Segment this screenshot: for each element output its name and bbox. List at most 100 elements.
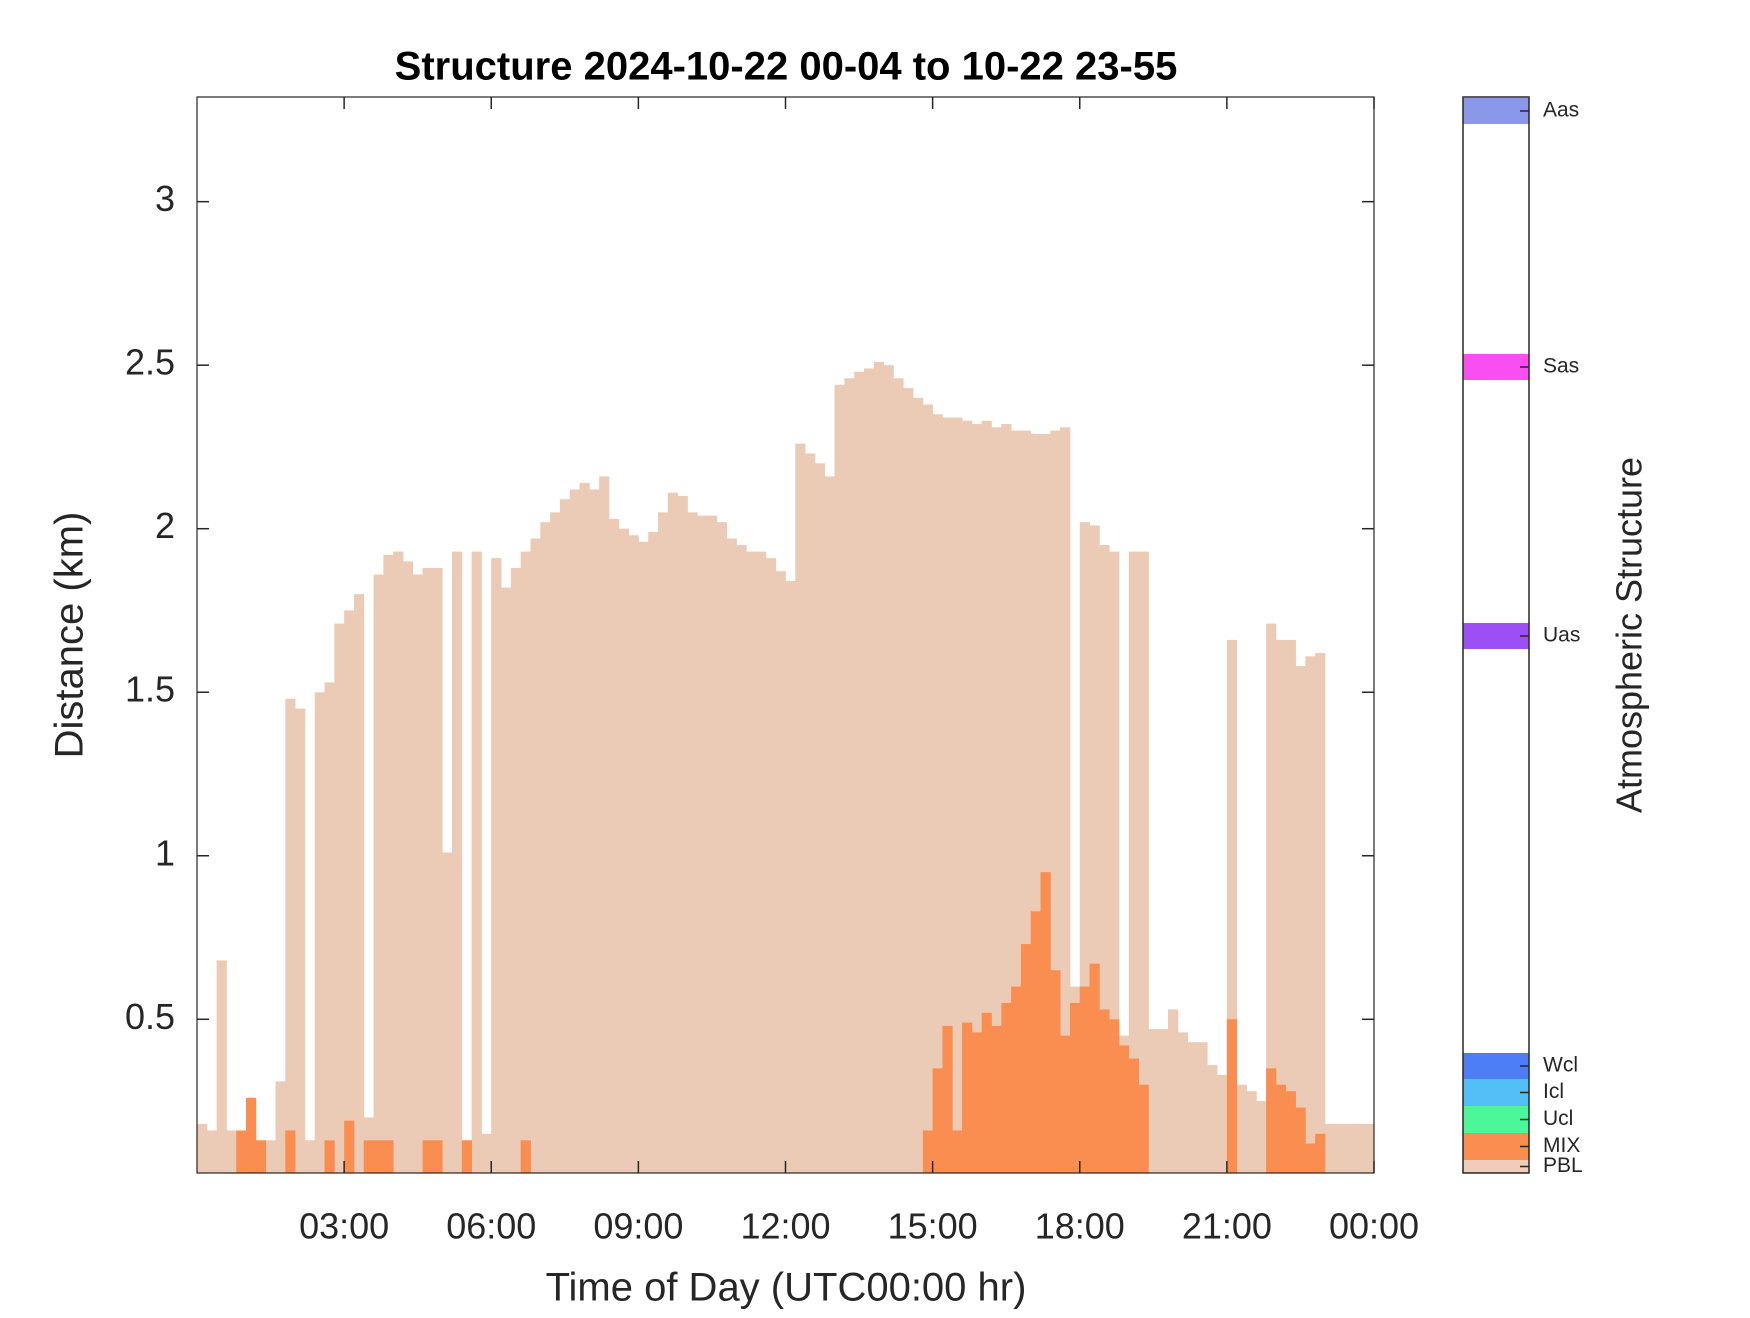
colorbar-swatch xyxy=(1463,623,1529,649)
bar xyxy=(383,554,394,1173)
x-tick-label: 03:00 xyxy=(299,1206,389,1247)
bar xyxy=(295,708,306,1173)
x-tick-label: 06:00 xyxy=(446,1206,536,1247)
bar xyxy=(1344,1123,1355,1173)
colorbar-swatch xyxy=(1463,354,1529,380)
colorbar-tick-label: MIX xyxy=(1543,1134,1580,1157)
bar xyxy=(1128,551,1139,1173)
bar xyxy=(628,535,639,1173)
bar xyxy=(432,1140,443,1173)
bar xyxy=(1099,1009,1110,1173)
bar xyxy=(608,518,620,1173)
bar xyxy=(1011,430,1022,1173)
bar xyxy=(255,1140,267,1173)
bar xyxy=(324,1140,335,1173)
bar xyxy=(324,682,335,1173)
x-tick-label: 12:00 xyxy=(740,1206,830,1247)
bar xyxy=(246,1097,257,1173)
bar xyxy=(412,574,423,1173)
bar xyxy=(1226,639,1238,1173)
bar xyxy=(716,522,728,1173)
bar xyxy=(344,610,355,1173)
bar xyxy=(1020,430,1032,1173)
bar xyxy=(383,1140,394,1173)
bar xyxy=(334,623,345,1173)
bar xyxy=(304,1140,316,1173)
bar xyxy=(1060,1035,1071,1173)
bar xyxy=(1001,424,1012,1174)
x-axis-label: Time of Day (UTC00:00 hr) xyxy=(546,1266,1027,1310)
bar xyxy=(402,561,414,1173)
bar xyxy=(1177,1032,1189,1173)
bar xyxy=(1364,1123,1375,1173)
bar xyxy=(648,531,659,1173)
bar xyxy=(461,1140,473,1173)
bar xyxy=(824,476,835,1173)
bar xyxy=(471,551,482,1173)
colorbar-swatch xyxy=(1463,1053,1529,1079)
bar xyxy=(1315,1133,1326,1173)
bar xyxy=(805,453,816,1173)
bar xyxy=(1197,1042,1208,1173)
bar xyxy=(726,538,737,1173)
bar xyxy=(844,378,855,1174)
bar xyxy=(1334,1123,1345,1173)
bar xyxy=(373,1140,384,1173)
colorbar-frame xyxy=(1462,96,1530,1174)
bar xyxy=(1089,963,1100,1173)
bar xyxy=(1285,1091,1296,1173)
y-tick-label: 1 xyxy=(155,832,175,873)
bar xyxy=(1040,433,1051,1173)
bar xyxy=(971,1032,983,1173)
bar xyxy=(814,463,826,1174)
bar xyxy=(971,424,983,1174)
bar xyxy=(1187,1042,1198,1173)
colorbar-tick-label: PBL xyxy=(1543,1154,1583,1177)
bar xyxy=(618,528,629,1173)
bar xyxy=(922,1130,934,1173)
bar xyxy=(1069,1002,1081,1173)
x-tick-label: 18:00 xyxy=(1035,1206,1125,1247)
bar xyxy=(1275,639,1287,1173)
colorbar-label: Atmospheric Structure xyxy=(1609,457,1650,813)
bar xyxy=(520,1140,531,1173)
bar xyxy=(1305,1143,1316,1173)
bar xyxy=(540,522,551,1173)
bar xyxy=(1266,623,1277,1173)
y-tick-label: 3 xyxy=(155,178,175,219)
bar xyxy=(520,551,531,1173)
bar xyxy=(1138,551,1149,1173)
x-tick-label: 15:00 xyxy=(888,1206,978,1247)
bar xyxy=(657,512,669,1173)
bar xyxy=(736,545,747,1173)
bar xyxy=(422,1140,433,1173)
colorbar-tick-label: Sas xyxy=(1543,355,1579,378)
bar xyxy=(893,378,904,1174)
bar xyxy=(1109,1019,1120,1173)
x-tick-label: 00:00 xyxy=(1329,1206,1419,1247)
bar xyxy=(363,1140,374,1173)
bar xyxy=(785,581,796,1173)
colorbar-swatch xyxy=(1463,1133,1529,1160)
bar xyxy=(922,404,934,1173)
colorbar-tick-label: Uas xyxy=(1543,624,1580,647)
bar xyxy=(942,417,953,1174)
bar xyxy=(1354,1123,1365,1173)
bar xyxy=(285,1130,296,1173)
bar xyxy=(775,571,786,1173)
bar xyxy=(1148,1029,1159,1173)
bar xyxy=(991,1025,1002,1173)
bar xyxy=(1030,433,1041,1173)
bar xyxy=(599,476,610,1173)
bar xyxy=(452,551,463,1173)
bar xyxy=(275,1081,286,1173)
bar xyxy=(1295,666,1306,1173)
bar xyxy=(677,496,688,1173)
colorbar-swatch xyxy=(1463,1160,1529,1173)
colorbar-tick-label: Wcl xyxy=(1543,1054,1578,1077)
bar xyxy=(589,489,600,1173)
bar xyxy=(883,365,894,1173)
bar xyxy=(854,371,865,1174)
colorbar-swatch xyxy=(1463,1079,1529,1106)
bar xyxy=(1030,911,1041,1173)
